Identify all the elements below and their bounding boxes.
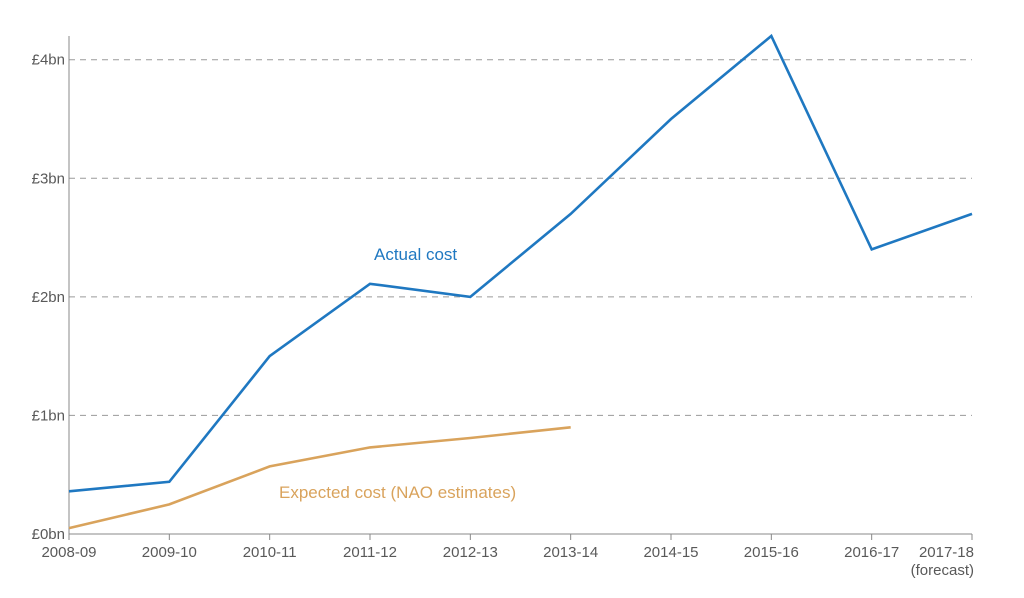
- series-label-expected-cost: Expected cost (NAO estimates): [279, 483, 516, 502]
- series-lines: [68, 33, 973, 530]
- x-tick-label: 2015-16: [744, 544, 799, 561]
- expected-cost-line: [68, 426, 571, 530]
- x-tick-label: 2008-09: [41, 544, 96, 561]
- y-tick-labels: £0bn £1bn £2bn £3bn £4bn: [32, 52, 65, 543]
- y-tick-label: £0bn: [32, 526, 65, 543]
- x-tick-labels: 2008-09 2009-10 2010-11 2011-12 2012-13 2013-…: [41, 544, 974, 579]
- y-tick-label: £1bn: [32, 407, 65, 424]
- series-label-actual-cost: Actual cost: [374, 245, 457, 264]
- y-tick-label: £3bn: [32, 170, 65, 187]
- y-tick-label: £2bn: [32, 289, 65, 306]
- actual-cost-line: [68, 33, 973, 493]
- x-tick-label: 2010-11: [243, 544, 297, 561]
- x-tick-label: 2009-10: [142, 544, 197, 561]
- x-tick-label: 2016-17: [844, 544, 899, 561]
- x-tick-sublabel: (forecast): [911, 562, 974, 579]
- x-tick-label: 2013-14: [543, 544, 598, 561]
- x-tick-label: 2017-18: [919, 544, 974, 561]
- x-tick-label: 2014-15: [643, 544, 698, 561]
- gridlines: [69, 59, 972, 416]
- x-tick-label: 2012-13: [443, 544, 498, 561]
- x-tick-marks: [68, 534, 973, 540]
- x-tick-label: 2011-12: [343, 544, 397, 561]
- y-tick-label: £4bn: [32, 52, 65, 69]
